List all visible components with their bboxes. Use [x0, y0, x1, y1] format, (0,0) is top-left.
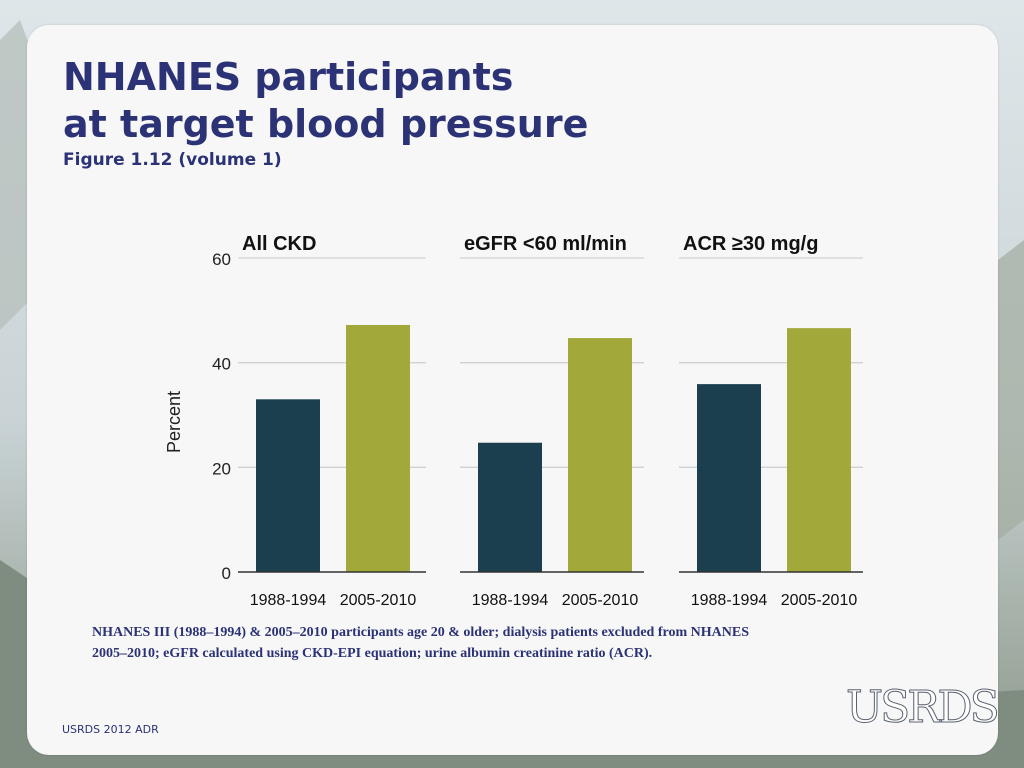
- bar-1988-1994: [478, 442, 542, 572]
- usrds-logo: USRDS: [846, 682, 1001, 734]
- slide-title: NHANES participants at target blood pres…: [63, 54, 588, 148]
- panel-title: ACR ≥30 mg/g: [683, 233, 818, 255]
- footnote-line-2: 2005–2010; eGFR calculated using CKD-EPI…: [92, 646, 653, 661]
- figure-subtitle: Figure 1.12 (volume 1): [63, 150, 282, 170]
- y-tick-label: 40: [212, 355, 231, 374]
- x-tick-label: 1988-1994: [250, 592, 327, 609]
- x-tick-label: 2005-2010: [562, 592, 639, 609]
- x-tick-label: 2005-2010: [781, 592, 858, 609]
- bar-2005-2010: [787, 328, 851, 572]
- y-tick-label: 0: [222, 564, 231, 583]
- bar-1988-1994: [697, 384, 761, 572]
- y-tick-label: 60: [212, 250, 231, 269]
- title-line-2: at target blood pressure: [63, 102, 589, 146]
- x-tick-label: 1988-1994: [472, 592, 549, 609]
- y-axis-label: Percent: [164, 391, 184, 453]
- panel-title: All CKD: [242, 233, 316, 255]
- title-line-1: NHANES participants: [63, 55, 514, 99]
- x-tick-label: 2005-2010: [340, 592, 417, 609]
- bar-2005-2010: [346, 324, 410, 572]
- chart-footnote: NHANES III (1988–1994) & 2005–2010 parti…: [92, 622, 912, 664]
- bar-1988-1994: [256, 399, 320, 572]
- bar-2005-2010: [568, 338, 632, 572]
- panel-title: eGFR <60 ml/min: [464, 233, 627, 255]
- footnote-line-1: NHANES III (1988–1994) & 2005–2010 parti…: [92, 625, 749, 640]
- y-tick-label: 20: [212, 459, 231, 478]
- x-tick-label: 1988-1994: [691, 592, 768, 609]
- footer-text: USRDS 2012 ADR: [62, 723, 159, 736]
